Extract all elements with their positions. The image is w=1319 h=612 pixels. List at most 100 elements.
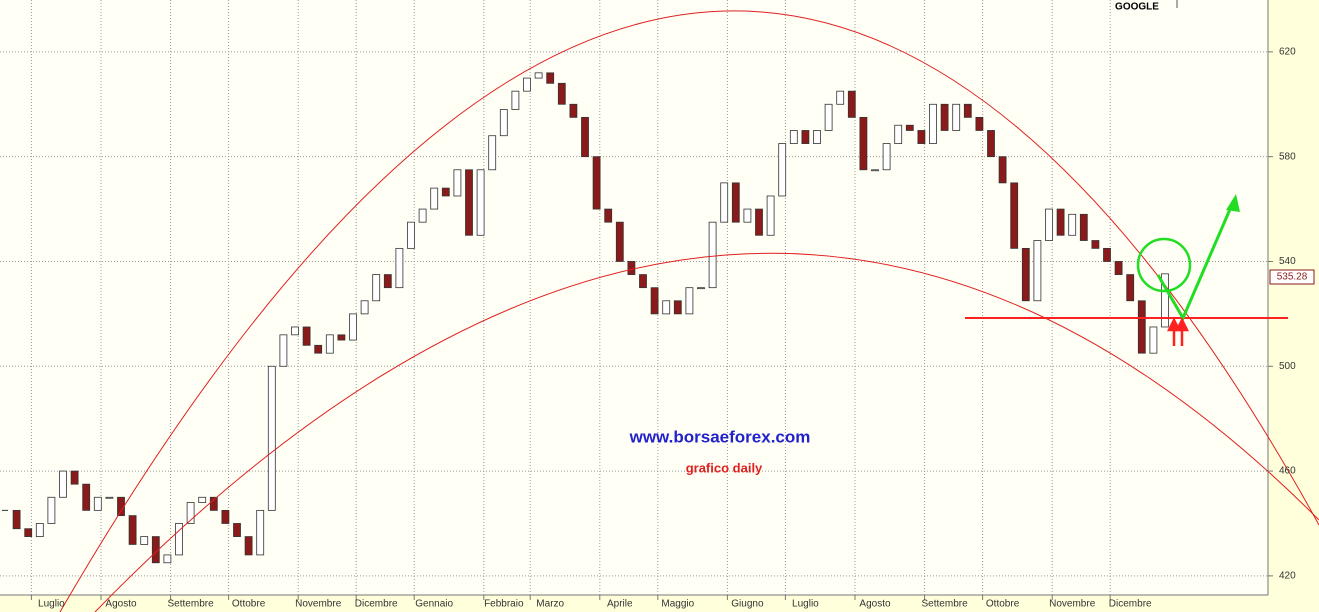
candle <box>302 326 311 346</box>
grid <box>0 0 1268 595</box>
candle <box>511 90 520 110</box>
x-tick-label: Febbraio <box>484 599 524 610</box>
watermark: www.borsaeforex.com <box>629 427 811 446</box>
candle <box>198 496 207 503</box>
candle <box>662 300 671 315</box>
x-tick-label: Luglio <box>792 599 819 610</box>
candle <box>476 169 485 236</box>
highlight-circle <box>1136 237 1192 293</box>
candle <box>755 208 763 236</box>
chart-title: GOOGLE <box>1115 2 1159 13</box>
candle <box>766 195 775 236</box>
candle <box>685 287 694 315</box>
candle <box>813 130 821 144</box>
x-tick-label: Marzo <box>536 599 564 610</box>
candle <box>349 313 357 341</box>
candle <box>940 103 949 131</box>
candle <box>546 72 555 84</box>
green-arrowhead <box>1226 194 1240 212</box>
x-tick-label: Maggio <box>661 599 694 610</box>
candle <box>963 103 972 118</box>
x-tick-label: Settembre <box>922 599 969 610</box>
candle <box>905 124 914 131</box>
candle <box>140 536 149 545</box>
candle <box>24 528 33 537</box>
red-arrows <box>1166 317 1190 346</box>
candle <box>291 326 299 336</box>
candle <box>256 509 265 556</box>
x-tick-label: Ottobre <box>986 599 1020 610</box>
candle <box>1045 208 1053 241</box>
x-tick-label: Novembre <box>295 599 342 610</box>
candle <box>1091 240 1100 249</box>
candle <box>998 156 1007 184</box>
candle <box>836 90 845 105</box>
candle <box>1056 208 1065 236</box>
candle <box>894 124 903 144</box>
x-tick-label: Agosto <box>105 599 137 610</box>
candle <box>871 169 879 172</box>
candle <box>372 274 381 302</box>
x-tick-label: Ottobre <box>232 599 266 610</box>
candle <box>279 334 288 367</box>
candle <box>743 208 752 223</box>
y-tick-label: 500 <box>1279 361 1296 372</box>
candle <box>441 187 450 197</box>
x-tick-label: Settembre <box>168 599 215 610</box>
x-tick-label: Novembre <box>1049 599 1096 610</box>
candle <box>59 470 67 498</box>
candle <box>12 509 21 530</box>
candle <box>778 143 787 197</box>
candle <box>186 502 195 524</box>
x-tick-label: Dicembre <box>1109 599 1152 610</box>
x-tick-label: Dicembre <box>355 599 398 610</box>
candle <box>1010 182 1019 249</box>
candle <box>639 274 647 289</box>
x-tick-label: Giugno <box>731 599 764 610</box>
candle <box>581 116 589 158</box>
x-tick-label: Aprile <box>607 599 633 610</box>
candle <box>488 135 497 171</box>
candle <box>1137 300 1146 354</box>
candle <box>847 90 856 118</box>
candle <box>952 103 961 131</box>
candle <box>673 300 682 315</box>
candle <box>859 116 868 171</box>
x-axis-area <box>0 595 1268 612</box>
last-price-box <box>1269 269 1315 285</box>
candle <box>917 130 926 144</box>
candle <box>1103 247 1111 262</box>
candle <box>975 116 984 131</box>
candle <box>209 496 218 511</box>
candle <box>569 103 578 118</box>
candle <box>430 187 439 210</box>
outer-arc <box>59 10 1319 612</box>
candle <box>1126 274 1135 302</box>
candle <box>720 182 729 223</box>
candle <box>314 344 323 354</box>
candle <box>453 169 462 197</box>
candle <box>360 300 369 315</box>
y-tick-label: 460 <box>1279 466 1296 477</box>
candle <box>1114 261 1123 275</box>
x-tick-label: Gennaio <box>415 599 453 610</box>
candle <box>731 182 740 223</box>
candle <box>35 523 44 537</box>
inner-arc <box>94 252 1319 612</box>
y-tick-label: 620 <box>1279 47 1296 58</box>
candle <box>708 221 717 289</box>
candle <box>465 169 473 236</box>
candle <box>557 82 566 105</box>
candle <box>221 509 230 524</box>
candle <box>418 208 427 223</box>
candle <box>929 103 937 144</box>
candle <box>70 470 79 485</box>
y-tick-label: 420 <box>1279 571 1296 582</box>
candle <box>1033 240 1042 302</box>
candle <box>128 515 137 545</box>
candle <box>337 334 346 341</box>
candle <box>117 496 125 517</box>
candle <box>697 287 705 290</box>
